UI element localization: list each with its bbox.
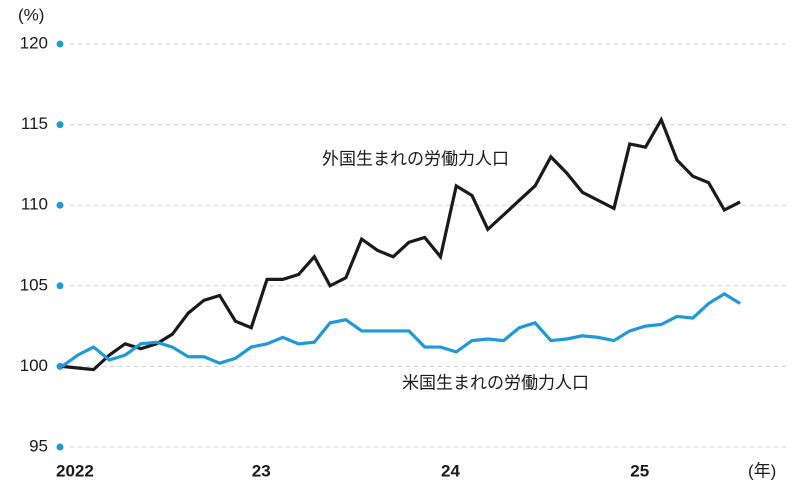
- tick-dot: [56, 201, 64, 209]
- tick-dot: [56, 40, 64, 48]
- y-tick-label: 120: [20, 33, 48, 52]
- y-tick-label: 95: [29, 436, 48, 455]
- y-tick-label: 100: [20, 356, 48, 375]
- x-tick-label: 25: [630, 461, 649, 480]
- x-tick-label: 2022: [56, 461, 94, 480]
- y-tick-label: 105: [20, 275, 48, 294]
- x-tick-label: 24: [441, 461, 460, 480]
- y-tick-label: 115: [21, 114, 48, 133]
- series-line: [61, 116, 741, 372]
- tick-dot: [56, 443, 64, 451]
- series-line: [61, 291, 741, 368]
- x-unit: (年): [748, 461, 776, 480]
- series-label: 外国生まれの労働力人口: [322, 149, 509, 168]
- y-tick-label: 110: [21, 195, 48, 214]
- tick-dot: [56, 121, 64, 129]
- series-label: 米国生まれの労働力人口: [402, 373, 589, 392]
- y-unit: (%): [18, 5, 44, 24]
- x-tick-label: 23: [252, 461, 271, 480]
- tick-dot: [56, 282, 64, 290]
